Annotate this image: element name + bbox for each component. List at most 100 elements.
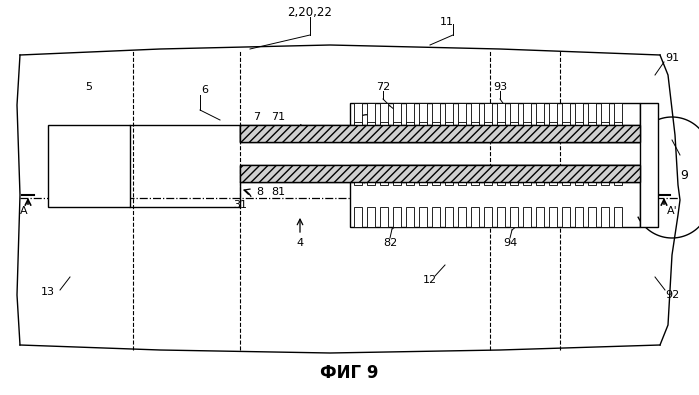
Text: 4: 4 [296, 238, 303, 248]
Text: 94: 94 [503, 238, 517, 248]
Bar [48, 125, 130, 207]
Bar [419, 207, 427, 227]
Bar [445, 207, 453, 227]
Bar [445, 122, 453, 142]
Text: 71: 71 [271, 112, 285, 122]
Text: 5: 5 [85, 82, 92, 92]
Bar [406, 207, 414, 227]
Bar [575, 165, 583, 185]
Bar [419, 165, 427, 185]
Bar [380, 103, 388, 123]
Bar [350, 165, 640, 227]
Bar [350, 103, 640, 142]
Text: 31: 31 [233, 200, 247, 210]
Bar [471, 122, 479, 142]
Bar [367, 207, 375, 227]
Bar [549, 207, 557, 227]
Bar [393, 165, 401, 185]
Bar [471, 207, 479, 227]
Bar [614, 207, 622, 227]
Text: 9: 9 [680, 169, 688, 181]
Bar [419, 122, 427, 142]
Text: 13: 13 [41, 287, 55, 297]
Bar [601, 122, 609, 142]
Bar [393, 103, 401, 123]
Bar [432, 165, 440, 185]
Text: A': A' [667, 206, 677, 216]
Bar [510, 165, 518, 185]
Bar [354, 165, 362, 185]
Text: 7: 7 [254, 112, 261, 122]
Text: ФИГ 9: ФИГ 9 [319, 364, 378, 382]
Bar [484, 165, 492, 185]
Bar [523, 165, 531, 185]
Text: 81: 81 [271, 187, 285, 197]
Bar [380, 122, 388, 142]
Bar [601, 207, 609, 227]
Bar [367, 165, 375, 185]
Bar [445, 103, 453, 123]
Bar [354, 103, 362, 123]
Bar [536, 103, 544, 123]
Bar [536, 165, 544, 185]
Bar [432, 103, 440, 123]
Bar [240, 165, 640, 182]
Bar [471, 103, 479, 123]
Bar [510, 207, 518, 227]
Text: 11: 11 [440, 17, 454, 27]
Bar [523, 207, 531, 227]
Bar [510, 122, 518, 142]
Bar [588, 165, 596, 185]
Bar [588, 122, 596, 142]
Bar [497, 165, 505, 185]
Bar [614, 165, 622, 185]
Bar [536, 122, 544, 142]
Text: 12: 12 [423, 275, 437, 285]
Bar [380, 165, 388, 185]
Bar [497, 207, 505, 227]
Text: 82: 82 [383, 238, 397, 248]
Bar [380, 207, 388, 227]
Bar [562, 122, 570, 142]
Bar [510, 103, 518, 123]
Bar [562, 165, 570, 185]
Bar [367, 103, 375, 123]
Bar [445, 165, 453, 185]
Bar [497, 122, 505, 142]
Text: 8: 8 [257, 187, 264, 197]
Text: 2,20,22: 2,20,22 [287, 6, 333, 19]
Bar [393, 207, 401, 227]
Bar [471, 165, 479, 185]
Bar [240, 165, 640, 182]
Bar [354, 207, 362, 227]
Bar [523, 122, 531, 142]
Bar [458, 165, 466, 185]
Bar [484, 103, 492, 123]
Bar [536, 207, 544, 227]
Bar [432, 122, 440, 142]
Bar [497, 103, 505, 123]
Bar [640, 103, 658, 227]
Bar [367, 122, 375, 142]
Bar [406, 122, 414, 142]
Bar [562, 207, 570, 227]
Bar [406, 165, 414, 185]
Text: 93: 93 [493, 82, 507, 92]
Bar [575, 207, 583, 227]
Bar [484, 207, 492, 227]
Bar [458, 103, 466, 123]
Bar [562, 103, 570, 123]
Bar [419, 103, 427, 123]
Bar [588, 207, 596, 227]
Bar [549, 103, 557, 123]
Bar [614, 103, 622, 123]
Bar [406, 103, 414, 123]
Bar [575, 103, 583, 123]
Bar [601, 165, 609, 185]
Bar [458, 122, 466, 142]
Bar [354, 122, 362, 142]
Bar [432, 207, 440, 227]
Text: 6: 6 [201, 85, 208, 95]
Bar [523, 103, 531, 123]
Bar [484, 122, 492, 142]
